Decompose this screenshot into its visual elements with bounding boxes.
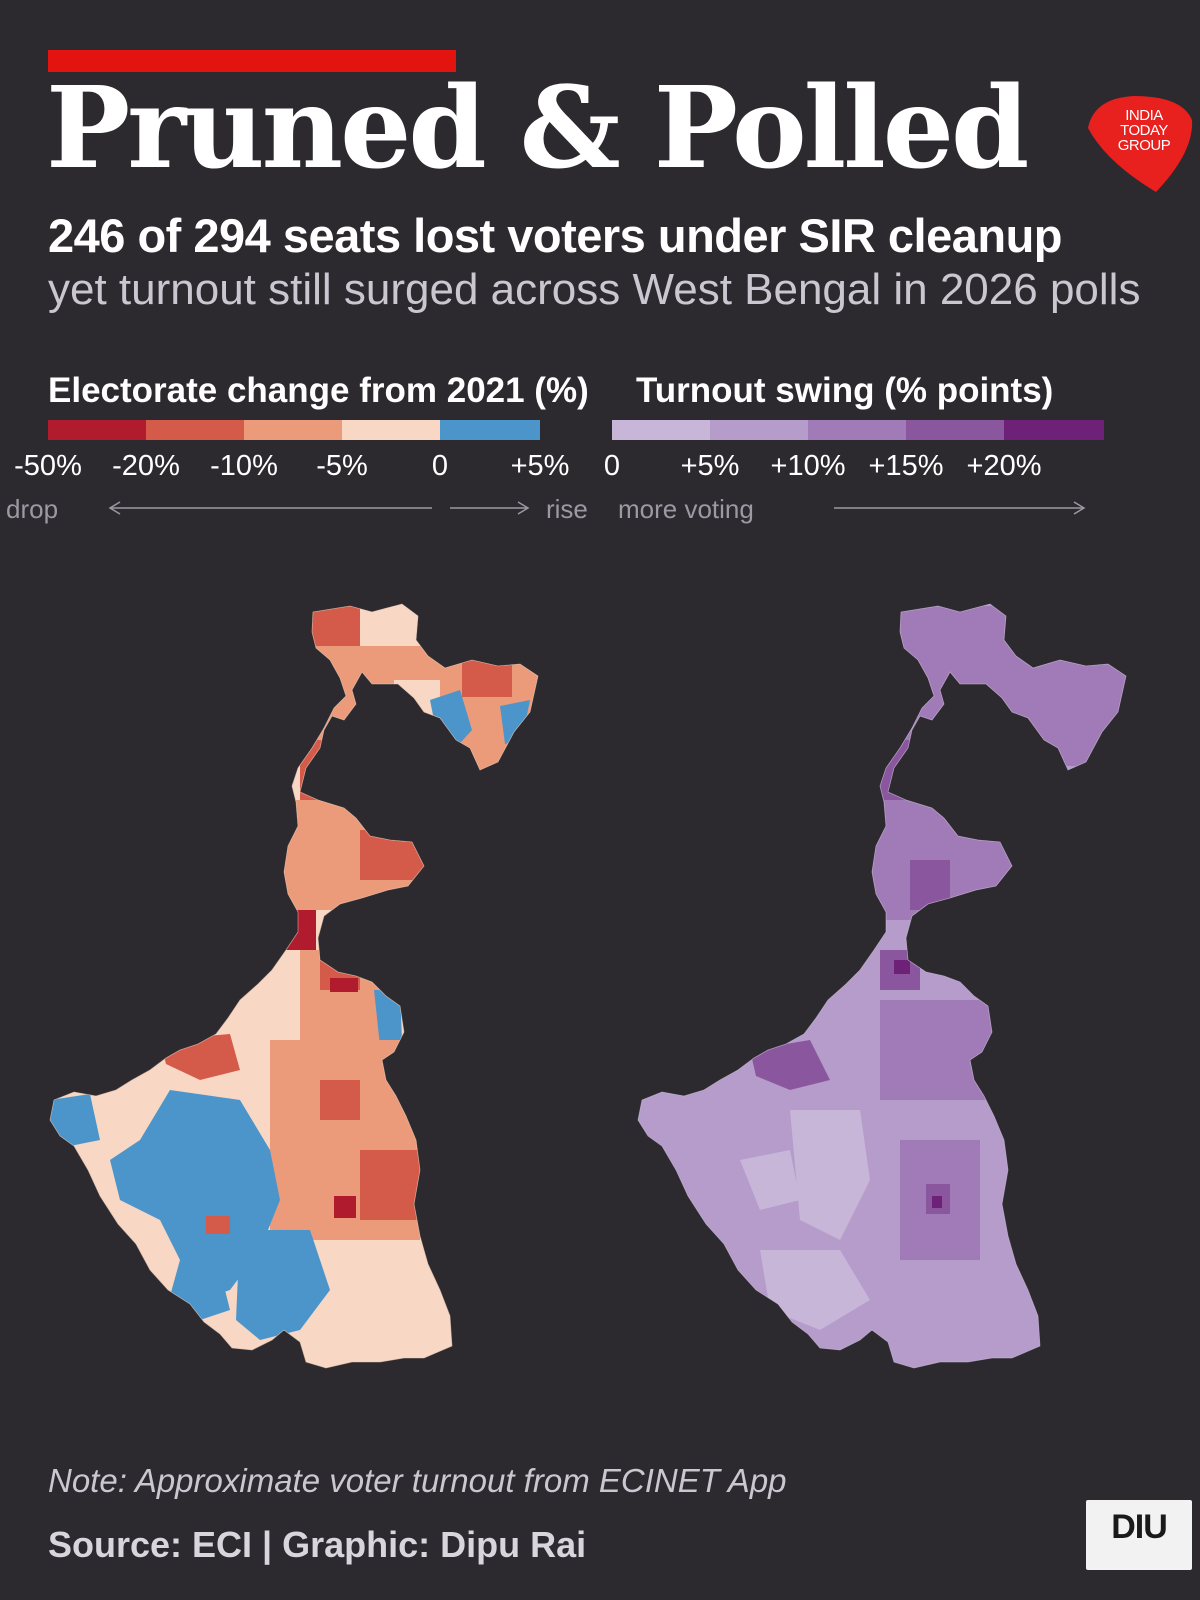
legend-tick: +20%	[966, 450, 1042, 482]
legend-hint-more-voting: more voting	[618, 494, 754, 524]
legend-hint-drop: drop	[6, 494, 59, 524]
legend-swatch-electorate-2	[146, 420, 244, 440]
legend-tick: +5%	[680, 450, 740, 482]
legend-swatch-turnout-2	[710, 420, 808, 440]
legend-tick: -20%	[112, 450, 180, 482]
legend-swatch-electorate-5	[440, 420, 540, 440]
legend-tick: -5%	[316, 450, 368, 482]
diu-logo: DIU	[1086, 1500, 1192, 1570]
legend-tick: 0	[431, 450, 449, 482]
legend-tick: 0	[603, 450, 621, 482]
legend-hint-rise: rise	[546, 494, 588, 524]
rise-arrow-icon	[450, 501, 530, 515]
legend-swatch-turnout-3	[808, 420, 906, 440]
legend-tick: +10%	[770, 450, 846, 482]
page-title: Pruned & Polled	[46, 63, 1029, 194]
turnout-swing-map	[637, 603, 1127, 1369]
subheadline: yet turnout still surged across West Ben…	[48, 265, 1141, 314]
headline: 246 of 294 seats lost voters under SIR c…	[48, 209, 1063, 262]
logo-wordmark: INDIA TODAY GROUP	[1117, 107, 1171, 154]
legend-turnout-title: Turnout swing (% points)	[636, 371, 1054, 410]
maps-area	[49, 603, 1127, 1369]
legend-tick: +5%	[510, 450, 570, 482]
legend-swatch-turnout-4	[906, 420, 1004, 440]
legend-swatch-turnout-1	[612, 420, 710, 440]
electorate-change-map	[49, 603, 539, 1369]
more-voting-arrow-icon	[834, 501, 1086, 515]
legend-electorate-title: Electorate change from 2021 (%)	[48, 371, 589, 410]
title-accent-bar	[48, 50, 456, 72]
legend-swatch-electorate-4	[342, 420, 440, 440]
source-credit: Source: ECI | Graphic: Dipu Rai	[48, 1524, 587, 1565]
legend-tick: +15%	[868, 450, 944, 482]
legend-tick: -10%	[210, 450, 278, 482]
drop-arrow-icon	[108, 501, 432, 515]
legend-swatch-turnout-5	[1004, 420, 1104, 440]
footnote: Note: Approximate voter turnout from ECI…	[48, 1462, 787, 1499]
india-today-group-logo	[1088, 96, 1193, 192]
diu-logo-text: DIU	[1111, 1508, 1168, 1546]
legend-tick: -50%	[14, 450, 82, 482]
legend-swatch-electorate-1	[48, 420, 146, 440]
legend-swatch-electorate-3	[244, 420, 342, 440]
